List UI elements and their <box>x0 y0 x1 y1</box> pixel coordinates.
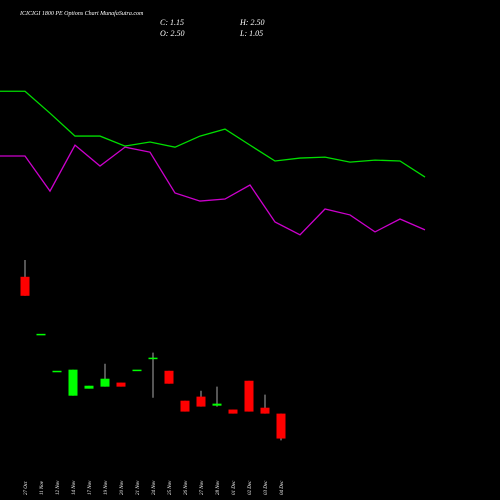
x-tick-label: 19 Nov <box>104 480 109 495</box>
x-tick-label: 01 Dec <box>232 480 237 495</box>
indicator-line <box>0 144 426 236</box>
candle-body <box>52 370 62 373</box>
ohlc-label: O: <box>160 29 169 38</box>
x-tick-label: 03 Dec <box>264 480 269 495</box>
candle-body <box>148 357 158 360</box>
ohlc-value: 1.15 <box>170 18 184 27</box>
x-tick-label: 02 Dec <box>248 480 253 495</box>
ohlc-readout: O: 2.50 <box>160 29 184 38</box>
ohlc-readout: C: 1.15 <box>160 18 184 27</box>
candle-body <box>228 409 238 414</box>
ohlc-label: H: <box>239 18 249 27</box>
x-tick-label: 11 Nov <box>40 480 45 495</box>
ohlc-label: C: <box>160 18 168 27</box>
candle-body <box>68 369 78 396</box>
indicator-line <box>0 90 426 178</box>
x-tick-label: 27 Oct <box>24 481 29 495</box>
x-tick-label: 26 Nov <box>184 480 189 495</box>
ohlc-value: 1.05 <box>249 29 263 38</box>
x-tick-label: 27 Nov <box>200 480 205 495</box>
candle-body <box>20 276 30 296</box>
candle-body <box>212 403 222 406</box>
candle-body <box>196 396 206 407</box>
chart-title: ICICIGI 1800 PE Options Chart MunafaSutr… <box>19 10 144 17</box>
candle-body <box>276 413 286 439</box>
x-tick-label: 25 Nov <box>168 480 173 495</box>
ohlc-readout: L: 1.05 <box>239 29 263 38</box>
candle-body <box>84 385 94 389</box>
candle-body <box>116 382 126 387</box>
x-tick-label: 12 Nov <box>56 480 61 495</box>
ohlc-value: 2.50 <box>170 29 184 38</box>
x-tick-label: 28 Nov <box>216 480 221 495</box>
x-tick-label: 24 Nov <box>152 480 157 495</box>
ohlc-readout: H: 2.50 <box>239 18 264 27</box>
ohlc-label: L: <box>239 29 247 38</box>
candle-body <box>180 400 190 412</box>
x-tick-label: 20 Nov <box>120 480 125 495</box>
candle-body <box>100 378 110 387</box>
x-tick-label: 17 Nov <box>88 480 93 495</box>
candle-body <box>244 380 254 412</box>
x-tick-label: 21 Nov <box>136 480 141 495</box>
x-tick-label: 14 Nov <box>72 480 77 495</box>
candle-body <box>164 370 174 384</box>
candle-body <box>260 407 270 414</box>
x-tick-label: 04 Dec <box>280 480 285 495</box>
candle-body <box>36 333 46 336</box>
candle-body <box>132 369 142 372</box>
ohlc-value: 2.50 <box>250 18 264 27</box>
